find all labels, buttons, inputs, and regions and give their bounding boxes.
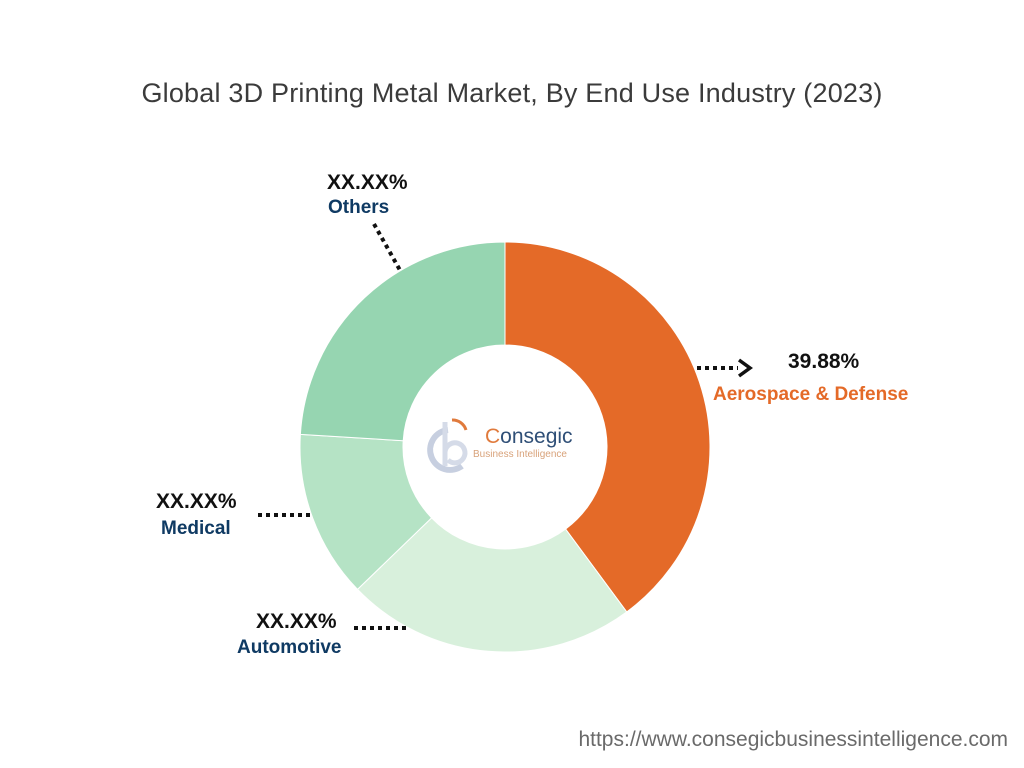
data-label-others-value: XX.XX% (327, 171, 408, 194)
chart-title: Global 3D Printing Metal Market, By End … (141, 78, 883, 108)
donut-slices (299, 241, 711, 653)
data-label-aerospace-value: 39.88% (788, 350, 860, 373)
leader-others (372, 223, 403, 273)
slice-aerospace-defense (504, 241, 711, 613)
arrow-right-icon (737, 358, 753, 378)
logo-accent-arc-icon (451, 418, 468, 431)
data-label-medical-value: XX.XX% (156, 490, 237, 513)
data-label-medical-name: Medical (161, 518, 231, 539)
data-label-others-name: Others (328, 197, 389, 218)
footer-url: https://www.consegicbusinessintelligence… (578, 728, 1008, 751)
data-label-automotive-name: Automotive (237, 637, 342, 658)
logo-name-initial: C (485, 425, 500, 448)
logo-name: Consegic (485, 425, 573, 448)
slice-others (299, 241, 506, 442)
logo-arc-icon (427, 427, 464, 473)
logo-tagline: Business Intelligence (473, 449, 567, 460)
consegic-logo: Consegic Business Intelligence (427, 418, 573, 473)
slice-automotive (356, 517, 628, 653)
data-label-automotive-value: XX.XX% (256, 610, 337, 633)
logo-name-rest: onsegic (500, 425, 572, 448)
logo-b-icon (442, 422, 468, 466)
data-label-aerospace-name: Aerospace & Defense (713, 384, 908, 405)
